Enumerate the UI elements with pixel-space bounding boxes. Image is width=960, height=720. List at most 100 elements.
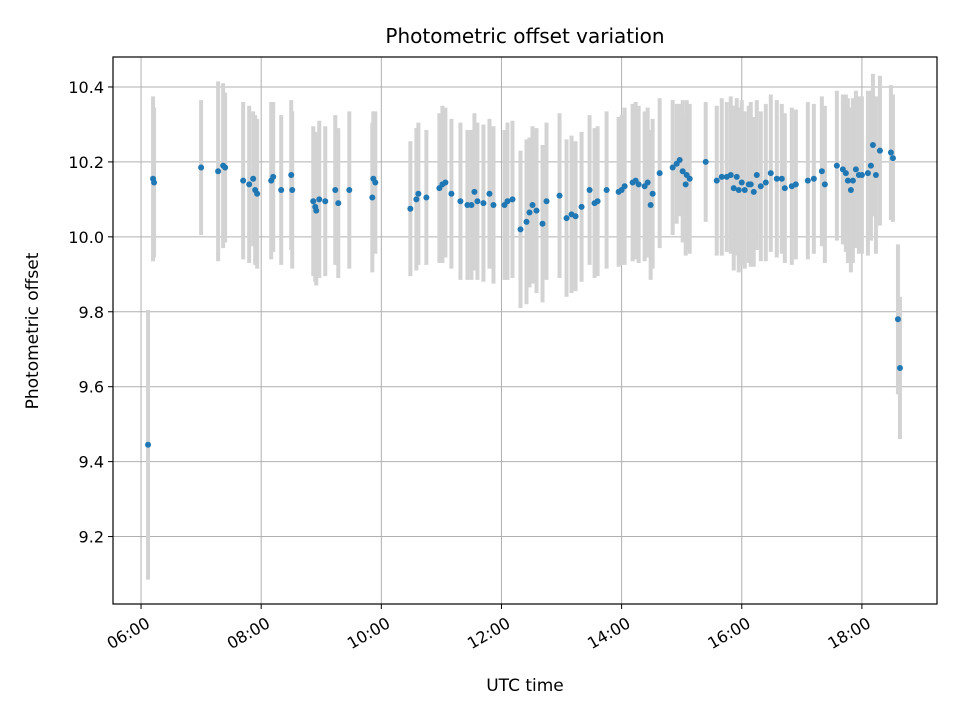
y-tick-label: 10.4 [68,78,104,97]
data-point [413,196,420,203]
data-point [468,201,475,208]
data-point [369,194,376,201]
data-points [145,142,903,448]
data-point [649,190,656,197]
y-tick-label: 9.6 [79,378,104,397]
data-point [741,187,748,194]
data-point [644,179,651,186]
data-point [457,198,464,205]
data-point [151,179,158,186]
data-point [415,190,422,197]
data-point [407,205,414,212]
data-point [656,170,663,177]
data-point [490,201,497,208]
data-point [844,177,851,184]
data-point [586,187,593,194]
data-point [322,198,329,205]
data-point [539,220,546,227]
data-point [529,201,536,208]
data-point [556,192,563,199]
data-point [869,142,876,149]
data-point [647,201,654,208]
y-tick-label: 9.2 [79,528,104,547]
data-point [718,173,725,180]
x-axis-title: UTC time [486,676,564,696]
data-point [821,181,828,188]
data-point [635,181,642,188]
plot-frame [112,56,938,605]
y-axis-title: Photometric offset [23,252,43,409]
data-point [686,175,693,182]
data-point [198,164,205,171]
data-point [316,196,323,203]
data-point [246,181,253,188]
data-point [563,215,570,222]
data-point [702,158,709,165]
data-point [270,173,277,180]
data-point [254,190,261,197]
data-point [810,175,817,182]
y-tick-label: 10.2 [68,153,104,172]
data-point [603,187,610,194]
data-point [222,164,229,171]
data-point [486,190,493,197]
data-point [852,166,859,173]
data-point [448,190,455,197]
data-point [509,196,516,203]
data-point [480,200,487,207]
data-point [767,170,774,177]
data-point [733,173,740,180]
data-point [572,213,579,220]
data-point [332,187,339,194]
data-point [372,179,379,186]
data-point [842,170,849,177]
data-point [713,177,720,184]
data-point [781,185,788,192]
data-point [735,187,742,194]
data-point [872,172,879,179]
data-point [621,183,628,190]
data-point [289,187,296,194]
data-point [847,187,854,194]
data-point [804,177,811,184]
data-point [679,168,686,175]
data-point [145,441,152,448]
data-point [889,155,896,162]
data-point [288,172,295,179]
data-point [757,183,764,190]
data-point [517,226,524,233]
y-tick-label: 10.0 [68,228,104,247]
data-point [682,181,689,188]
data-point [346,187,353,194]
data-point [773,175,780,182]
data-point [669,164,676,171]
data-point [578,203,585,210]
data-point [858,172,865,179]
data-point [738,179,745,186]
data-point [894,316,901,323]
data-point [833,162,840,169]
data-point [792,181,799,188]
data-point [762,179,769,186]
data-point [750,188,757,195]
data-point [471,188,478,195]
data-point [896,364,903,371]
data-point [753,172,760,179]
data-point [727,172,734,179]
data-point [876,147,883,154]
data-point [423,194,430,201]
data-point [594,198,601,205]
data-point [474,198,481,205]
data-point [278,187,285,194]
data-point [730,185,737,192]
chart-title: Photometric offset variation [385,24,664,48]
data-point [335,200,342,207]
data-point [250,175,257,182]
data-point [676,157,683,164]
y-axis: 9.2 9.4 9.6 9.8 10.0 10.2 10.4 [68,78,113,547]
data-point [504,198,511,205]
data-point [849,177,856,184]
data-point [526,209,533,216]
data-point [240,177,247,184]
